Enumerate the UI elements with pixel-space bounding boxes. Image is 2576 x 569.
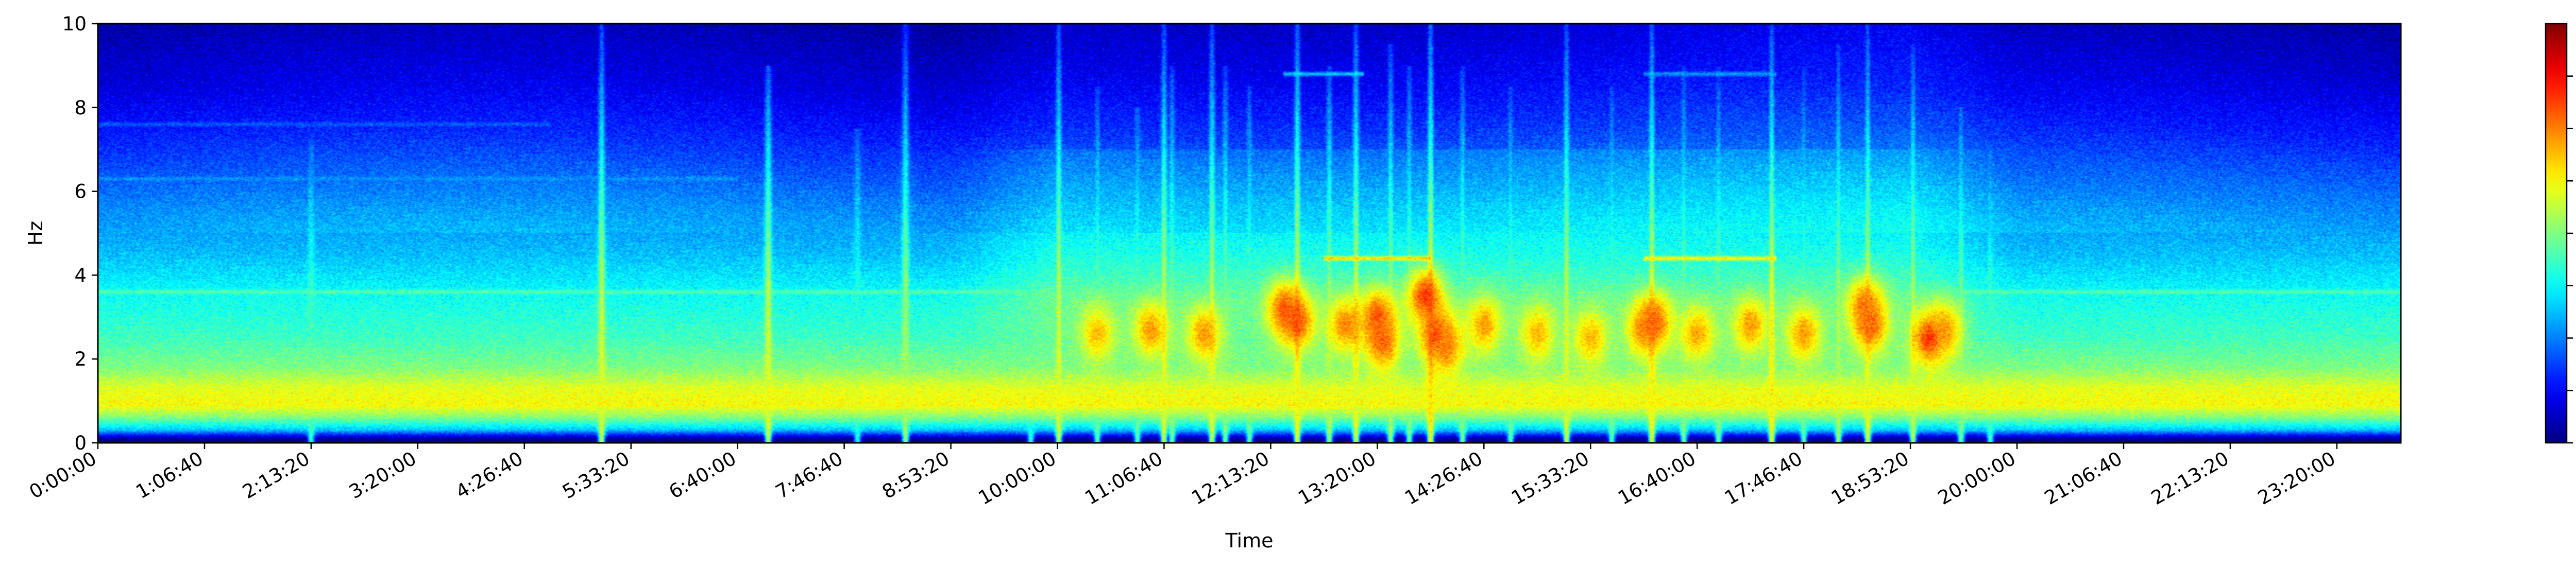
y-tick-label: 4 bbox=[74, 264, 87, 286]
x-axis-label: Time bbox=[1225, 529, 1274, 552]
x-tick-label: 8:53:20 bbox=[878, 447, 953, 504]
x-tick-label: 23:20:00 bbox=[2254, 447, 2339, 509]
colorbar: -80 dB-70 dB-60 dB-50 dB-40 dB-30 dB-20 … bbox=[2545, 23, 2573, 444]
x-tick-label: 15:33:20 bbox=[1507, 447, 1592, 509]
y-tick-label: 2 bbox=[74, 348, 87, 370]
x-tick-label: 16:40:00 bbox=[1614, 447, 1699, 509]
y-tick-label: 6 bbox=[74, 181, 87, 203]
x-tick-label: 0:00:00 bbox=[25, 447, 100, 504]
colorbar-ticks: -80 dB-70 dB-60 dB-50 dB-40 dB-30 dB-20 … bbox=[2567, 75, 2573, 444]
x-tick-label: 10:00:00 bbox=[975, 447, 1060, 509]
plot-frame bbox=[97, 23, 2402, 444]
y-tick-label: 8 bbox=[74, 97, 87, 119]
spectrogram-heatmap bbox=[98, 24, 2401, 443]
y-axis-label: Hz bbox=[24, 221, 47, 246]
x-tick-label: 3:20:00 bbox=[345, 447, 420, 504]
x-tick-label: 22:13:20 bbox=[2147, 447, 2232, 509]
spectrogram-plot-area bbox=[97, 23, 2402, 444]
x-tick-label: 12:13:20 bbox=[1188, 447, 1273, 509]
x-tick-label: 7:46:40 bbox=[772, 447, 846, 504]
x-tick-label: 4:26:40 bbox=[452, 447, 527, 504]
y-tick-label: 10 bbox=[62, 13, 87, 35]
x-tick-label: 11:06:40 bbox=[1081, 447, 1166, 509]
x-tick-label: 18:53:20 bbox=[1827, 447, 1912, 509]
x-tick-label: 1:06:40 bbox=[132, 447, 207, 504]
x-axis: 0:00:00 1:06:40 2:13:20 3:20:00 4:26:40 5:33:… bbox=[25, 443, 2339, 509]
colorbar-gradient bbox=[2545, 23, 2568, 444]
y-tick-label: 0 bbox=[74, 432, 87, 454]
x-tick-label: 14:26:40 bbox=[1401, 447, 1486, 509]
y-axis: 0 2 4 6 8 10 bbox=[62, 13, 98, 454]
x-tick-label: 5:33:20 bbox=[558, 447, 633, 504]
x-tick-label: 13:20:00 bbox=[1294, 447, 1379, 509]
x-tick-label: 17:46:40 bbox=[1721, 447, 1806, 509]
x-tick-label: 2:13:20 bbox=[239, 447, 313, 504]
x-tick-label: 21:06:40 bbox=[2041, 447, 2126, 509]
x-tick-label: 6:40:00 bbox=[665, 447, 740, 504]
x-tick-label: 20:00:00 bbox=[1934, 447, 2019, 509]
